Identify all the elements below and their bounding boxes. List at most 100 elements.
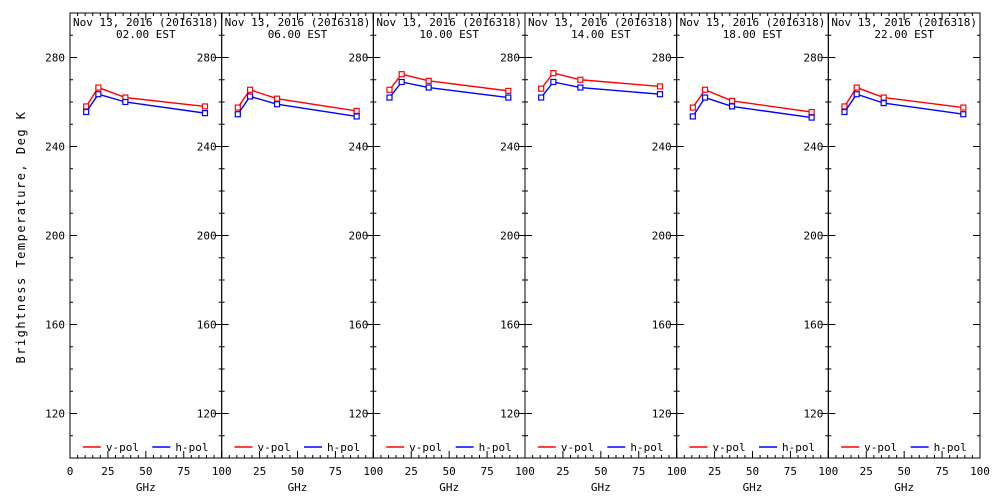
panel-title: Nov 13, 2016 (2016318) (376, 16, 522, 29)
hpol-line (692, 96, 812, 119)
y-tick-label: 280 (45, 52, 65, 65)
y-tick-label: 160 (500, 319, 520, 332)
hpol-marker (201, 110, 209, 117)
x-tick-label: 100 (515, 465, 535, 478)
y-tick-label: 200 (348, 230, 368, 243)
y-tick-label: 160 (652, 319, 672, 332)
panel-subtitle: 06.00 EST (268, 28, 328, 41)
hpol-line (540, 81, 661, 98)
vpol-marker (701, 86, 709, 93)
vpol-marker (538, 85, 545, 92)
vpol-line (540, 72, 661, 90)
vpol-marker (386, 86, 393, 93)
vpol-marker (353, 107, 360, 115)
y-tick-label: 120 (803, 408, 823, 421)
hpol-line (843, 93, 964, 115)
x-tick-label: 75 (935, 465, 948, 478)
x-tick-label: 50 (443, 465, 456, 478)
vpol-legend-label: v-pol (864, 441, 897, 454)
hpol-marker (853, 91, 860, 98)
x-tick-label: 100 (667, 465, 687, 478)
vpol-line (388, 73, 509, 92)
vpol-marker (201, 103, 209, 110)
x-tick-label: 50 (291, 465, 304, 478)
vpol-legend-label: v-pol (409, 441, 442, 454)
hpol-legend-label: h-pol (175, 441, 208, 454)
y-tick-label: 280 (652, 52, 672, 65)
x-tick-label: 25 (101, 465, 114, 478)
y-tick-label: 200 (803, 230, 823, 243)
vpol-line (237, 88, 357, 112)
panel-3: 120 160 200 240 280 25 50 75 100 GHz Nov 13, 2016 … (348, 12, 535, 494)
vpol-marker (853, 84, 860, 91)
hpol-legend-label: h-pol (327, 441, 360, 454)
y-tick-label: 160 (348, 319, 368, 332)
y-tick-label: 240 (803, 141, 823, 154)
hpol-line (85, 93, 206, 114)
vpol-marker (880, 94, 887, 101)
hpol-marker (122, 98, 129, 106)
x-tick-label: 25 (253, 465, 266, 478)
panel-title: Nov 13, 2016 (2016318) (528, 16, 674, 29)
hpol-line (388, 81, 509, 99)
panel-title: Nov 13, 2016 (2016318) (225, 16, 371, 29)
hpol-legend-label: h-pol (782, 441, 815, 454)
y-tick-label: 280 (500, 52, 520, 65)
panel-subtitle: 10.00 EST (419, 28, 479, 41)
hpol-legend-label: h-pol (479, 441, 512, 454)
panel-title: Nov 13, 2016 (2016318) (73, 16, 219, 29)
vpol-marker (83, 103, 90, 110)
x-tick-label: 25 (708, 465, 721, 478)
y-tick-label: 120 (45, 408, 65, 421)
y-tick-label: 160 (45, 319, 65, 332)
vpol-marker (505, 87, 512, 94)
y-axis-title: Brightness Temperature, Deg K (14, 110, 28, 364)
y-tick-label: 240 (652, 141, 672, 154)
vpol-legend-label: v-pol (106, 441, 139, 454)
panel-2: 120 160 200 240 280 25 50 75 100 GHz Nov 13, 2016 … (197, 12, 383, 494)
hpol-marker (841, 108, 848, 116)
panel-subtitle: 18.00 EST (723, 28, 783, 41)
hpol-marker (83, 108, 90, 116)
vpol-marker (656, 83, 664, 90)
hpol-marker (728, 103, 736, 110)
vpol-marker (95, 84, 102, 91)
y-tick-label: 200 (652, 230, 672, 243)
y-tick-label: 160 (197, 319, 217, 332)
hpol-marker (960, 111, 967, 118)
panel-border (827, 12, 981, 459)
y-tick-label: 120 (500, 408, 520, 421)
y-tick-label: 160 (803, 319, 823, 332)
y-tick-label: 120 (348, 408, 368, 421)
hpol-marker (234, 111, 241, 118)
vpol-marker (234, 104, 241, 111)
panel-4: 120 160 200 240 280 25 50 75 100 GHz Nov 13, 2016 … (500, 12, 687, 494)
hpol-legend-label: h-pol (934, 441, 967, 454)
x-tick-label: 100 (212, 465, 232, 478)
hpol-marker (808, 114, 815, 121)
x-tick-label: 25 (556, 465, 569, 478)
y-tick-label: 240 (197, 141, 217, 154)
x-tick-label: 100 (363, 465, 383, 478)
hpol-marker (398, 78, 405, 86)
panel-subtitle: 14.00 EST (571, 28, 631, 41)
hpol-marker (689, 113, 696, 120)
vpol-marker (689, 104, 696, 111)
hpol-marker (386, 94, 393, 101)
vpol-marker (398, 71, 405, 78)
vpol-marker (273, 95, 281, 102)
x-tick-label: 75 (480, 465, 493, 478)
hpol-legend-label: h-pol (630, 441, 663, 454)
x-tick-label: 100 (970, 465, 990, 478)
y-tick-label: 280 (348, 52, 368, 65)
vpol-line (85, 86, 206, 108)
x-axis-unit-label: GHz (136, 481, 156, 494)
y-tick-label: 280 (803, 52, 823, 65)
panel-title: Nov 13, 2016 (2016318) (680, 16, 826, 29)
hpol-marker (550, 78, 557, 86)
x-axis-unit-label: GHz (439, 481, 459, 494)
vpol-marker (550, 69, 557, 77)
x-tick-label: 75 (177, 465, 190, 478)
